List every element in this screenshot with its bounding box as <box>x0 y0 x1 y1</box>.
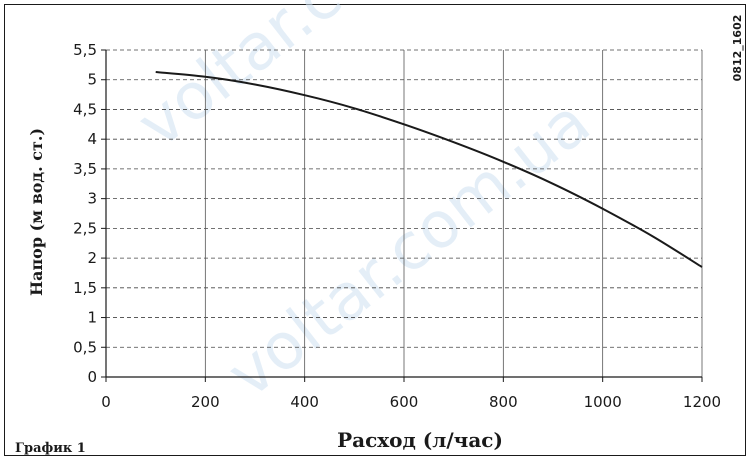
y-tick-label-1: 0,5 <box>73 338 97 356</box>
x-tick-label-4: 800 <box>489 393 518 411</box>
x-tick-label-0: 0 <box>101 393 111 411</box>
watermark: voltar.com.ua voltar.com.ua <box>124 0 604 413</box>
x-axis-label: Расход (л/час) <box>337 428 503 452</box>
chart-frame <box>4 4 746 456</box>
y-tick-label-3: 1,5 <box>73 279 97 297</box>
chart-caption: График 1 <box>15 441 86 456</box>
y-tick-label-4: 2 <box>87 249 97 267</box>
image-code: 0812_1602 <box>731 15 744 82</box>
x-tick-label-2: 400 <box>290 393 319 411</box>
y-axis-label: Напор (м вод. ст.) <box>27 128 46 296</box>
x-tick-label-3: 600 <box>390 393 419 411</box>
y-tick-label-8: 4 <box>87 130 97 148</box>
y-tick-label-5: 2,5 <box>73 219 97 237</box>
x-tick-label-1: 200 <box>191 393 220 411</box>
series-line-0 <box>155 71 703 268</box>
y-tick-label-9: 4,5 <box>73 100 97 118</box>
x-tick-label-6: 1200 <box>683 393 721 411</box>
y-tick-label-6: 3 <box>87 190 97 208</box>
y-tick-label-11: 5,5 <box>73 41 97 59</box>
y-tick-label-2: 1 <box>87 309 97 327</box>
x-tick-label-5: 1000 <box>584 393 622 411</box>
series <box>155 71 703 268</box>
grid <box>106 49 703 377</box>
y-tick-label-0: 0 <box>87 368 97 386</box>
watermark-text-1: voltar.com.ua <box>124 0 514 163</box>
y-tick-label-10: 5 <box>87 71 97 89</box>
tick-labels: 0 0,5 1 1,5 2 2,5 3 3,5 4 4,5 5 5,5 0 200 400 600 800 100… <box>73 41 721 411</box>
y-tick-label-7: 3,5 <box>73 160 97 178</box>
watermark-text-2: voltar.com.ua <box>214 85 604 412</box>
axes <box>101 49 703 382</box>
